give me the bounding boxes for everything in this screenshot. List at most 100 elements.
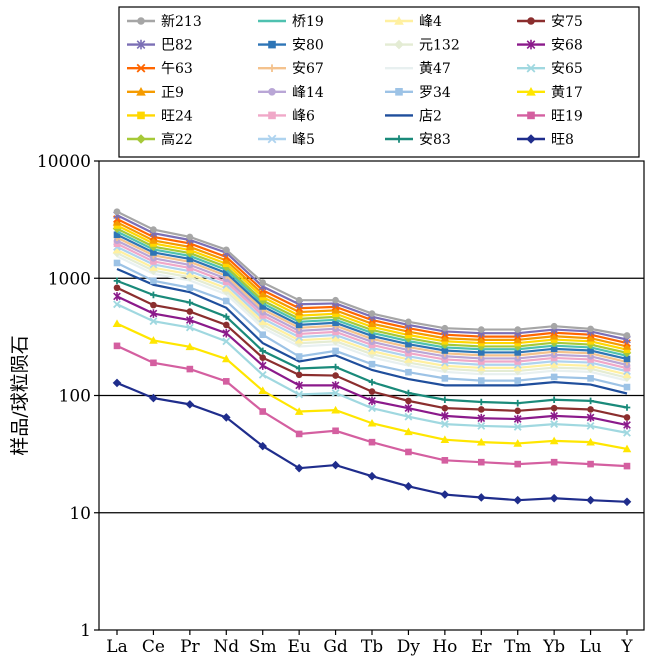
- data-point: [441, 324, 449, 332]
- legend-label: 黄47: [419, 60, 451, 77]
- data-point: [331, 405, 340, 414]
- data-point: [258, 317, 268, 326]
- legend-label: 安75: [551, 14, 583, 30]
- data-point: [623, 404, 631, 411]
- legend-marker: [268, 64, 276, 72]
- y-tick-label: 10000: [37, 152, 91, 172]
- legend-label: 安68: [551, 38, 583, 54]
- x-tick-label: Eu: [287, 637, 310, 657]
- data-point: [186, 299, 194, 306]
- data-point: [367, 471, 377, 481]
- data-point: [405, 448, 412, 456]
- y-axis-label: 样品/球粒陨石: [9, 335, 31, 455]
- data-point: [513, 414, 522, 424]
- data-point: [113, 342, 121, 350]
- legend-marker: [267, 134, 277, 144]
- data-point: [586, 437, 595, 446]
- data-point: [367, 418, 377, 427]
- data-point: [441, 404, 449, 412]
- legend-item: 巴82: [127, 38, 193, 54]
- legend-marker: [268, 111, 276, 120]
- data-point: [222, 297, 230, 305]
- data-point: [185, 315, 194, 325]
- legend-item: 罗34: [385, 85, 451, 101]
- legend-label: 黄17: [551, 84, 583, 101]
- data-point: [404, 482, 413, 491]
- data-point: [476, 363, 486, 372]
- legend-item: 峰4: [385, 14, 442, 30]
- legend-item: 安80: [258, 38, 324, 54]
- data-point: [186, 308, 194, 315]
- data-point: [367, 346, 377, 355]
- data-point: [259, 303, 267, 310]
- data-point: [587, 460, 594, 468]
- data-point: [587, 375, 594, 382]
- y-axis-ticks: 1 10 100 1000 10000: [37, 152, 99, 641]
- legend-marker: [395, 135, 403, 143]
- legend-item: 新213: [127, 14, 202, 30]
- data-point: [405, 340, 412, 348]
- data-point: [623, 332, 631, 339]
- data-point: [259, 331, 267, 339]
- data-point: [332, 310, 339, 318]
- data-point: [222, 269, 230, 277]
- data-point: [259, 408, 267, 415]
- legend-box: [118, 6, 640, 158]
- legend-item: 元132: [385, 38, 460, 54]
- data-point: [549, 436, 559, 445]
- data-point: [549, 493, 559, 503]
- data-point: [404, 427, 413, 436]
- data-point: [258, 289, 268, 298]
- data-point: [440, 490, 450, 499]
- legend: 新213 巴82 午63 正9 旺24 高22 桥19 安80 安67 峰14 峰6 峰5 峰4 元132…: [118, 6, 640, 158]
- series-安83: [113, 277, 631, 411]
- data-point: [404, 412, 413, 421]
- data-point: [441, 396, 449, 404]
- data-point: [185, 242, 195, 251]
- legend-item: 旺8: [517, 132, 574, 148]
- data-point: [622, 342, 632, 350]
- data-point: [113, 300, 121, 309]
- data-point: [113, 277, 121, 285]
- legend-label: 峰14: [292, 85, 324, 101]
- legend-marker: [527, 17, 535, 25]
- legend-label: 安80: [292, 38, 324, 54]
- legend-item: 安83: [385, 132, 451, 148]
- data-point: [623, 428, 631, 437]
- data-point: [331, 389, 340, 397]
- legend-item: 黄17: [517, 84, 583, 101]
- data-point: [259, 354, 267, 362]
- data-point: [295, 296, 303, 304]
- data-point: [295, 371, 303, 379]
- y-tick-label: 1000: [48, 269, 91, 289]
- data-point: [186, 284, 194, 292]
- series-lines: [112, 208, 632, 507]
- data-point: [441, 347, 449, 354]
- data-point: [550, 322, 558, 330]
- legend-item: 正9: [127, 85, 184, 101]
- data-point: [405, 331, 412, 339]
- series-旺8: [112, 378, 632, 507]
- data-point: [623, 355, 631, 363]
- data-point: [513, 335, 523, 344]
- data-point: [294, 335, 304, 344]
- data-point: [514, 377, 522, 384]
- x-tick-label: La: [106, 637, 127, 657]
- legend-item: 旺19: [517, 108, 583, 124]
- data-point: [513, 439, 523, 447]
- data-point: [185, 323, 194, 332]
- data-point: [332, 319, 339, 327]
- data-point: [440, 420, 449, 429]
- y-tick-label: 100: [59, 387, 91, 407]
- data-point: [185, 342, 195, 351]
- x-tick-label: Yb: [542, 637, 565, 657]
- data-point: [331, 333, 340, 342]
- legend-label: 元132: [419, 38, 460, 54]
- legend-marker: [395, 88, 403, 96]
- legend-label: 安67: [292, 61, 324, 77]
- data-point: [477, 398, 485, 406]
- data-point: [222, 337, 231, 346]
- data-point: [477, 326, 485, 333]
- data-point: [331, 381, 340, 390]
